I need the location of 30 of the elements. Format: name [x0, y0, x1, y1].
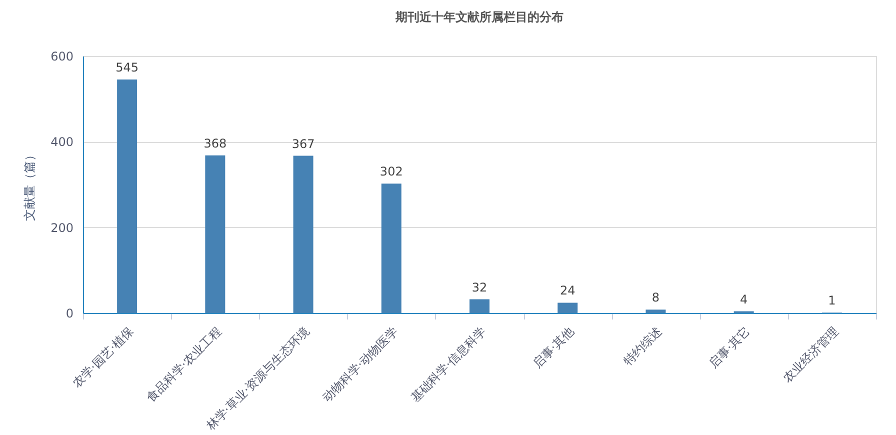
bar — [646, 310, 666, 313]
data-label: 1 — [828, 294, 836, 308]
x-tick-label: 基础科学·信息科学 — [408, 324, 488, 405]
bar — [558, 302, 578, 313]
bar — [470, 299, 490, 313]
y-tick-label: 200 — [50, 220, 74, 235]
y-tick-label: 600 — [50, 50, 74, 64]
bar — [381, 184, 402, 313]
bar — [117, 80, 138, 313]
y-axis-title: 文献量（篇） — [22, 149, 37, 221]
x-tick-label: 特约综述 — [620, 324, 665, 368]
data-label: 545 — [116, 60, 139, 75]
x-tick-label: 动物科学·动物医学 — [320, 324, 400, 405]
x-tick-label: 启事·其他 — [530, 324, 577, 371]
chart-title: 期刊近十年文献所属栏目的分布 — [394, 10, 564, 24]
bar — [205, 155, 226, 313]
x-tick-label: 农学·园艺·植保 — [70, 324, 136, 390]
data-label: 24 — [560, 284, 576, 298]
x-tick-label: 食品科学·农业工程 — [144, 324, 224, 405]
data-label: 368 — [204, 136, 227, 150]
data-label: 4 — [740, 292, 748, 306]
data-label: 32 — [472, 280, 488, 294]
data-label: 8 — [652, 290, 660, 305]
x-tick-label: 启事·其它 — [706, 324, 753, 371]
data-label: 367 — [292, 136, 315, 151]
y-tick-label: 0 — [66, 306, 74, 320]
bar — [293, 156, 314, 313]
x-tick-label: 农业经济管理 — [780, 324, 841, 385]
data-label: 302 — [380, 164, 403, 179]
y-tick-label: 400 — [50, 135, 74, 150]
